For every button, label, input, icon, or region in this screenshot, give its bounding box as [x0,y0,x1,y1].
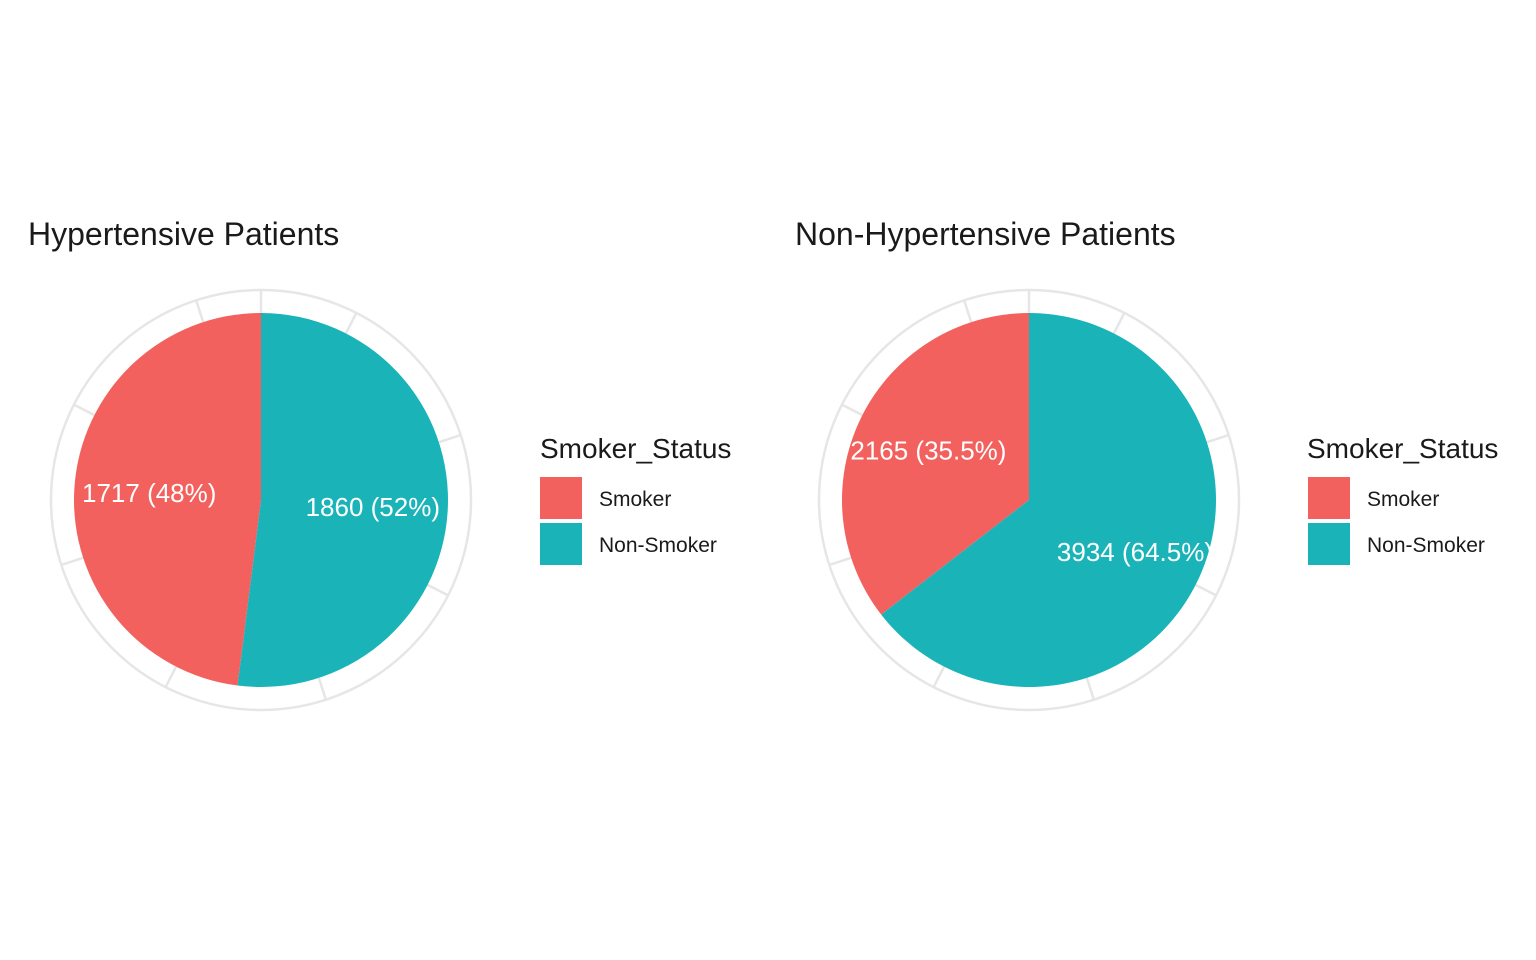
slice-label-non-smoker: 3934 (64.5%) [1057,537,1213,567]
grid-tick [60,556,84,567]
grid-tick [828,556,852,567]
legend-key-non-smoker [1308,523,1350,565]
legend-label-non-smoker: Non-Smoker [599,534,717,557]
grid-tick [932,666,946,688]
legend-key-smoker [1308,477,1350,519]
slice-label-smoker: 1717 (48%) [82,478,216,508]
grid-tick [1112,312,1126,334]
legend-title-non-hypertensive: Smoker_Status [1307,433,1498,464]
pie-slice-non-smoker [881,313,1216,687]
pie-slice-non-smoker [237,313,448,687]
grid-tick [1206,433,1230,444]
grid-tick [427,583,449,597]
pie-hypertensive: 1717 (48%) 1860 (52%) [49,288,473,712]
grid-tick [194,299,205,323]
grid-tick [164,666,178,688]
panel-non-hypertensive: Non-Hypertensive Patients 2165 (35.5%) 39… [795,216,1498,712]
legend-label-smoker: Smoker [1367,488,1439,511]
legend-hypertensive: Smoker_Status Smoker Non-Smoker [540,433,731,565]
legend-label-non-smoker: Non-Smoker [1367,534,1485,557]
grid-tick [1195,583,1217,597]
grid-tick [438,433,462,444]
grid-tick [841,403,863,417]
pie-slice-smoker [73,313,261,686]
legend-label-smoker: Smoker [599,488,671,511]
panel-hypertensive: Hypertensive Patients 1717 (48%) 1860 (52… [28,216,731,712]
panel-title-hypertensive: Hypertensive Patients [28,216,339,252]
pie-non-hypertensive: 2165 (35.5%) 3934 (64.5%) [817,288,1241,712]
grid-tick [962,299,973,323]
grid-tick [344,312,358,334]
legend-key-smoker [540,477,582,519]
legend-title-hypertensive: Smoker_Status [540,433,731,464]
slice-label-non-smoker: 1860 (52%) [306,492,440,522]
legend-key-non-smoker [540,523,582,565]
legend-non-hypertensive: Smoker_Status Smoker Non-Smoker [1307,433,1498,565]
grid-tick [1085,677,1096,701]
panel-title-non-hypertensive: Non-Hypertensive Patients [795,216,1176,252]
pie-slice-smoker [842,313,1029,615]
slice-label-smoker: 2165 (35.5%) [850,436,1006,466]
grid-tick [317,677,328,701]
grid-tick [73,403,95,417]
